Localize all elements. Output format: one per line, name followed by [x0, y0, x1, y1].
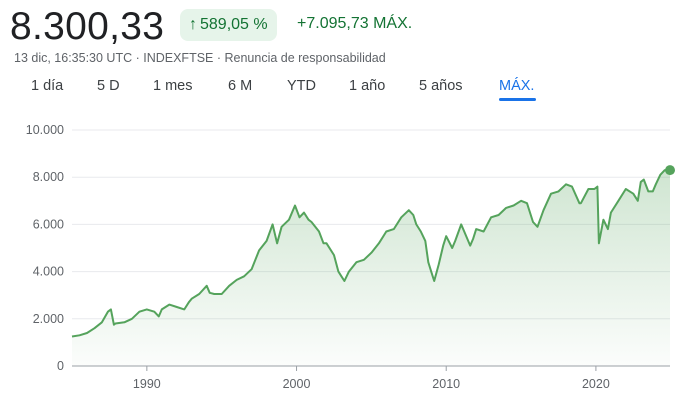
y-tick-label: 0: [57, 359, 64, 373]
index-price: 8.300,33: [10, 5, 165, 48]
x-tick-label: 2000: [283, 377, 311, 391]
y-tick-label: 6.000: [33, 217, 64, 231]
x-tick-label: 2020: [582, 377, 610, 391]
tab-5-years[interactable]: 5 años: [419, 78, 463, 94]
y-tick-label: 4.000: [33, 265, 64, 279]
tab-1-month[interactable]: 1 mes: [153, 78, 193, 94]
y-tick-label: 8.000: [33, 170, 64, 184]
change-percent: 589,05 %: [200, 16, 268, 33]
tab-6-months[interactable]: 6 M: [228, 78, 253, 94]
tab-ytd[interactable]: YTD: [287, 78, 316, 94]
change-percent-badge: ↑ 589,05 %: [180, 9, 277, 41]
last-price-dot: [665, 165, 675, 176]
range-tabs: 1 día 5 D 1 mes 6 M YTD 1 año 5 años MÁX…: [0, 78, 690, 108]
x-tick-label: 2010: [432, 377, 460, 391]
tab-max[interactable]: MÁX.: [499, 78, 535, 94]
tab-1-day[interactable]: 1 día: [31, 78, 64, 94]
price-area: [72, 170, 670, 366]
y-tick-label: 10.000: [26, 123, 64, 137]
change-absolute: +7.095,73 MÁX.: [297, 15, 413, 32]
price-line: [71, 169, 670, 338]
price-chart[interactable]: 0 2.000 4.000 6.000 8.000 10.000 1990 2000 2010…: [0, 110, 690, 403]
tab-1-year[interactable]: 1 año: [349, 78, 386, 94]
arrow-up-icon: ↑: [189, 16, 197, 33]
active-tab-indicator: [499, 98, 536, 101]
tab-5-days[interactable]: 5 D: [97, 78, 120, 94]
x-tick-label: 1990: [133, 377, 161, 391]
quote-meta: 13 dic, 16:35:30 UTC · INDEXFTSE · Renun…: [14, 51, 386, 65]
y-tick-label: 2.000: [33, 312, 64, 326]
